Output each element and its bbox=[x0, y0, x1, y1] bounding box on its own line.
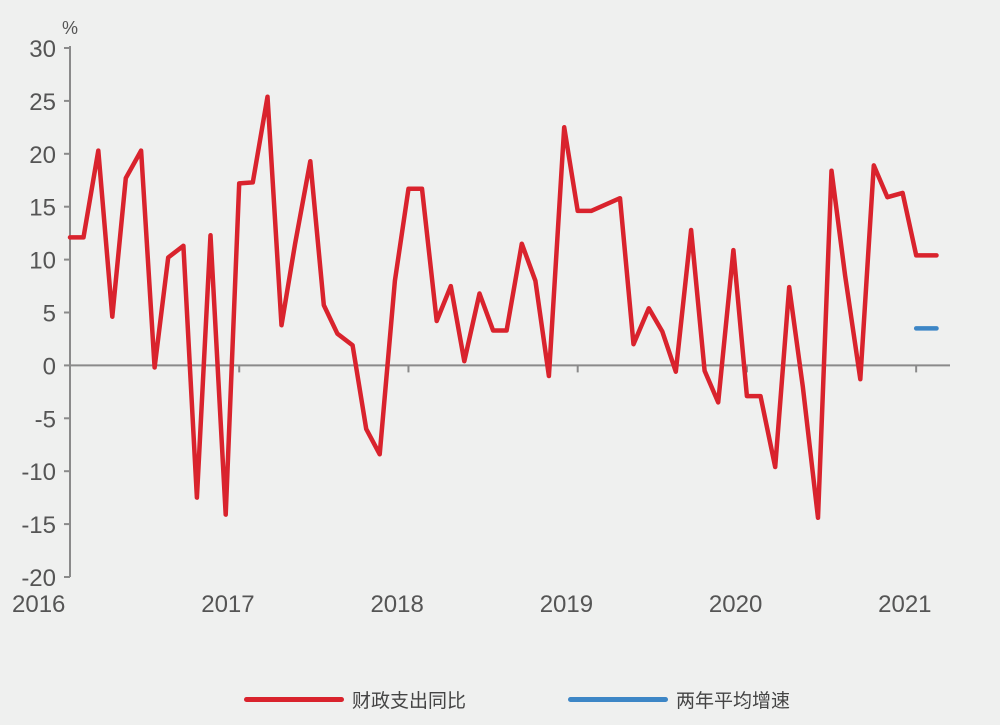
y-tick-label: 30 bbox=[29, 36, 56, 63]
x-tick-label: 2021 bbox=[878, 591, 931, 618]
legend-label: 财政支出同比 bbox=[352, 690, 467, 712]
x-tick-label: 2018 bbox=[370, 591, 423, 618]
y-tick-label: 15 bbox=[29, 195, 56, 222]
y-tick-label: -15 bbox=[21, 512, 56, 539]
y-tick-label: 20 bbox=[29, 142, 56, 169]
y-tick-label: -5 bbox=[35, 406, 56, 433]
legend-label: 两年平均增速 bbox=[676, 690, 791, 712]
legend-swatch-blue bbox=[568, 697, 668, 702]
x-tick-label: 2019 bbox=[540, 591, 593, 618]
legend-item-fiscal-expenditure: 财政支出同比 bbox=[244, 686, 466, 713]
y-tick-label: 10 bbox=[29, 248, 56, 275]
x-tick-label: 2016 bbox=[12, 591, 65, 618]
y-unit-label: % bbox=[62, 18, 78, 38]
y-axis-ticks: 30 25 20 15 10 5 0 -5 -10 -15 -20 bbox=[21, 36, 70, 592]
legend: 财政支出同比 两年平均增速 bbox=[0, 686, 1000, 716]
x-axis-ticks: 2016 2017 2018 2019 2020 2021 bbox=[12, 365, 932, 618]
y-tick-label: -10 bbox=[21, 459, 56, 486]
series-layer bbox=[67, 94, 939, 521]
x-tick-label: 2020 bbox=[709, 591, 762, 618]
y-tick-label: -20 bbox=[21, 565, 56, 592]
y-tick-label: 25 bbox=[29, 89, 56, 116]
y-tick-label: 5 bbox=[43, 301, 56, 328]
legend-item-two-year-average: 两年平均增速 bbox=[568, 686, 790, 713]
legend-swatch-red bbox=[244, 697, 344, 702]
x-tick-label: 2017 bbox=[201, 591, 254, 618]
y-tick-label: 0 bbox=[43, 353, 56, 380]
line-chart: 30 25 20 15 10 5 0 -5 -10 -15 -20 2016 2017 2018 2019… bbox=[12, 18, 950, 618]
series-line-fiscal-expenditure-yoy bbox=[67, 94, 939, 521]
